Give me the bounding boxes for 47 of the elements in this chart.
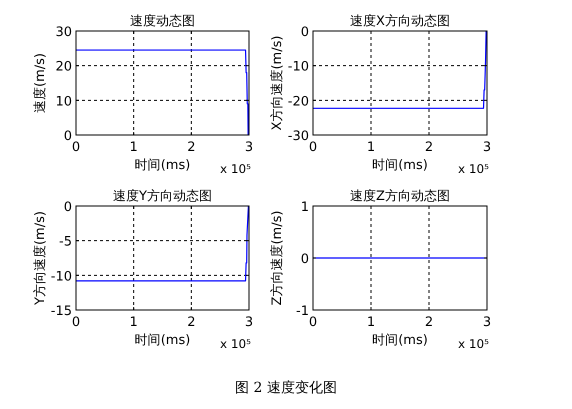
- chart-title: 速度Y方向动态图: [113, 188, 212, 204]
- y-tick-label: -1: [296, 304, 309, 319]
- chart-title: 速度X方向动态图: [350, 13, 450, 29]
- x-tick-label: 2: [187, 140, 196, 155]
- y-tick-label: 0: [300, 25, 309, 40]
- y-tick-label: 0: [64, 129, 72, 144]
- y-tick-label: 0: [64, 200, 72, 215]
- y-tick-label: -10: [50, 269, 72, 284]
- y-tick-label: -20: [288, 94, 309, 110]
- x-tick-label: 3: [482, 140, 492, 155]
- y-tick-label: 20: [55, 60, 72, 75]
- line-series: [75, 205, 250, 282]
- chart-title: 速度动态图: [130, 13, 195, 29]
- x-tick-label: 2: [187, 315, 196, 330]
- x-axis-title: 时间(ms): [134, 158, 190, 173]
- line-series: [75, 49, 249, 136]
- x-axis-title: 时间(ms): [372, 333, 428, 348]
- text: x 10⁵: [220, 337, 252, 351]
- y-tick-label: -10: [288, 60, 309, 75]
- text: x 10⁵: [458, 162, 490, 176]
- x-tick-label: 3: [482, 315, 492, 330]
- y-tick-label: -30: [288, 129, 309, 144]
- x-axis-title: 时间(ms): [372, 158, 428, 173]
- y-axis-title: 速度(m/s): [32, 53, 48, 113]
- y-axis-title: Z方向速度(m/s): [269, 210, 285, 306]
- y-tick-label: 10: [55, 94, 72, 110]
- y-tick-label: -15: [50, 304, 72, 319]
- chart-title: 速度Z方向动态图: [350, 188, 450, 204]
- line-series: [312, 30, 487, 109]
- y-tick-label: -5: [59, 234, 72, 250]
- x-tick-label: 1: [366, 140, 376, 155]
- y-tick-label: 1: [300, 200, 309, 215]
- y-tick-label: 30: [55, 25, 72, 40]
- x-tick-label: 3: [244, 140, 254, 155]
- x-tick-label: 2: [424, 315, 434, 330]
- y-axis-title: X方向速度(m/s): [269, 36, 285, 130]
- y-tick-label: 0: [300, 252, 309, 267]
- text: x 10⁵: [458, 337, 490, 351]
- x-tick-label: 1: [130, 315, 138, 330]
- x-tick-label: 1: [366, 315, 376, 330]
- caption: 图 2 速度变化图: [235, 380, 337, 396]
- text: x 10⁵: [220, 162, 252, 176]
- x-axis-title: 时间(ms): [134, 333, 190, 348]
- y-axis-title: Y方向速度(m/s): [32, 211, 48, 306]
- x-tick-label: 1: [130, 140, 138, 155]
- x-tick-label: 2: [424, 140, 434, 155]
- x-tick-label: 3: [244, 315, 254, 330]
